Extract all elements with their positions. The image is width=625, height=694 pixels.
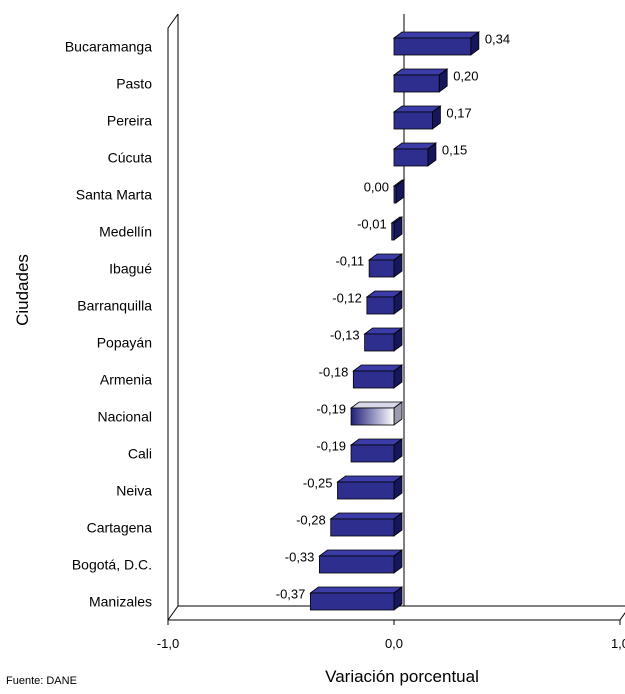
bar: [336, 475, 404, 500]
bar: [392, 179, 406, 204]
bar-front: [330, 518, 395, 537]
category-label: Barranquilla: [77, 298, 152, 314]
bar-front: [391, 222, 395, 241]
category-label: Pasto: [116, 76, 152, 92]
bar: [318, 549, 404, 574]
bar: [392, 31, 481, 56]
category-label: Nacional: [98, 409, 152, 425]
bar-front: [368, 259, 395, 278]
category-label: Cali: [128, 446, 152, 462]
bar-front: [393, 37, 472, 56]
bar: [392, 105, 442, 130]
bar-top: [392, 68, 449, 76]
y-axis-title: Ciudades: [13, 254, 32, 326]
bar-front: [309, 592, 395, 611]
category-label: Cúcuta: [108, 150, 153, 166]
bar-top: [309, 586, 404, 594]
value-label: -0,37: [276, 587, 306, 602]
category-label: Santa Marta: [76, 187, 152, 203]
category-label: Ibagué: [109, 261, 152, 277]
category-label: Medellín: [99, 224, 152, 240]
bar: [309, 586, 404, 611]
category-label: Bucaramanga: [65, 39, 152, 55]
bar-front: [364, 333, 395, 352]
category-label: Cartagena: [87, 520, 153, 536]
value-label: -0,19: [316, 439, 346, 454]
bar-top: [392, 31, 481, 39]
value-label: 0,34: [485, 32, 510, 47]
bar-front: [319, 555, 395, 574]
value-label: -0,28: [296, 513, 326, 528]
category-label: Neiva: [116, 483, 152, 499]
category-label: Armenia: [100, 372, 152, 388]
bar: [329, 512, 404, 537]
value-label: -0,12: [332, 291, 362, 306]
value-label: -0,18: [319, 365, 349, 380]
value-label: 0,17: [446, 106, 471, 121]
bar: [349, 438, 404, 463]
bar-top: [349, 401, 404, 409]
bar-top: [318, 549, 404, 557]
bar-top: [329, 512, 404, 520]
x-tick-label: 1,0: [611, 636, 625, 651]
bar-front: [393, 185, 397, 204]
value-label: -0,25: [303, 476, 333, 491]
value-label: -0,19: [316, 402, 346, 417]
bar: [365, 290, 404, 315]
category-label: Bogotá, D.C.: [72, 557, 152, 573]
bar-top: [349, 438, 404, 446]
bar-top: [336, 475, 404, 483]
bar: [390, 216, 404, 241]
value-label: 0,00: [364, 180, 389, 195]
x-tick-label: 0,0: [385, 636, 403, 651]
bar-front: [352, 370, 395, 389]
category-label: Pereira: [107, 113, 152, 129]
left-wall: [167, 13, 179, 620]
category-label: Popayán: [97, 335, 152, 351]
value-label: 0,15: [442, 143, 467, 158]
bar-front: [366, 296, 395, 315]
bar: [363, 327, 404, 352]
bar-front: [393, 148, 429, 167]
category-label: Manizales: [89, 594, 152, 610]
bar-front: [393, 74, 440, 93]
source-note: Fuente: DANE: [6, 675, 77, 687]
bar: [349, 401, 404, 426]
x-tick-label: -1,0: [157, 636, 179, 651]
value-label: -0,33: [285, 550, 315, 565]
bar-front: [350, 444, 395, 463]
value-label: 0,20: [453, 69, 478, 84]
value-label: -0,01: [357, 217, 387, 232]
bar: [392, 68, 449, 93]
value-label: -0,13: [330, 328, 360, 343]
floor: [167, 605, 625, 621]
bar-front: [337, 481, 395, 500]
bar: [392, 142, 438, 167]
bar: [352, 364, 404, 389]
value-label: -0,11: [335, 254, 364, 269]
bar-front: [350, 407, 395, 426]
bar: [367, 253, 404, 278]
x-axis-title: Variación porcentual: [325, 667, 479, 686]
bar-front: [393, 111, 433, 130]
